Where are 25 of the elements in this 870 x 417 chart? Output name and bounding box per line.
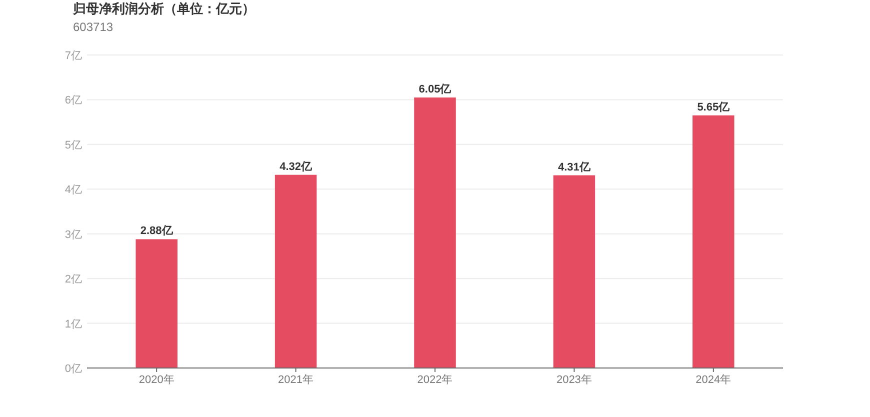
data-label: 4.31亿 <box>558 161 592 174</box>
data-label: 4.32亿 <box>280 160 313 173</box>
chart-title: 归母净利润分析（单位：亿元） <box>72 1 255 16</box>
bar <box>136 239 178 368</box>
x-tick-label: 2022年 <box>417 374 453 386</box>
x-tick-label: 2023年 <box>556 374 592 386</box>
y-tick-label: 1亿 <box>64 318 82 330</box>
bar <box>692 115 734 368</box>
bar <box>414 97 456 368</box>
y-tick-label: 3亿 <box>64 228 82 241</box>
y-tick-label: 2亿 <box>64 274 82 286</box>
y-tick-label: 5亿 <box>64 139 82 152</box>
y-tick-label: 6亿 <box>64 94 82 107</box>
x-tick-label: 2021年 <box>278 374 314 386</box>
y-tick-label: 0亿 <box>64 363 82 375</box>
x-tick-label: 2020年 <box>138 374 174 386</box>
x-tick-label: 2024年 <box>696 374 732 386</box>
y-tick-label: 4亿 <box>64 184 82 196</box>
data-label: 2.88亿 <box>140 225 174 238</box>
bar <box>274 174 317 368</box>
data-label: 5.65亿 <box>697 101 731 114</box>
data-label: 6.05亿 <box>418 83 452 96</box>
chart-subtitle: 603713 <box>73 20 114 34</box>
y-tick-label: 7亿 <box>64 50 82 62</box>
bar <box>553 175 596 368</box>
